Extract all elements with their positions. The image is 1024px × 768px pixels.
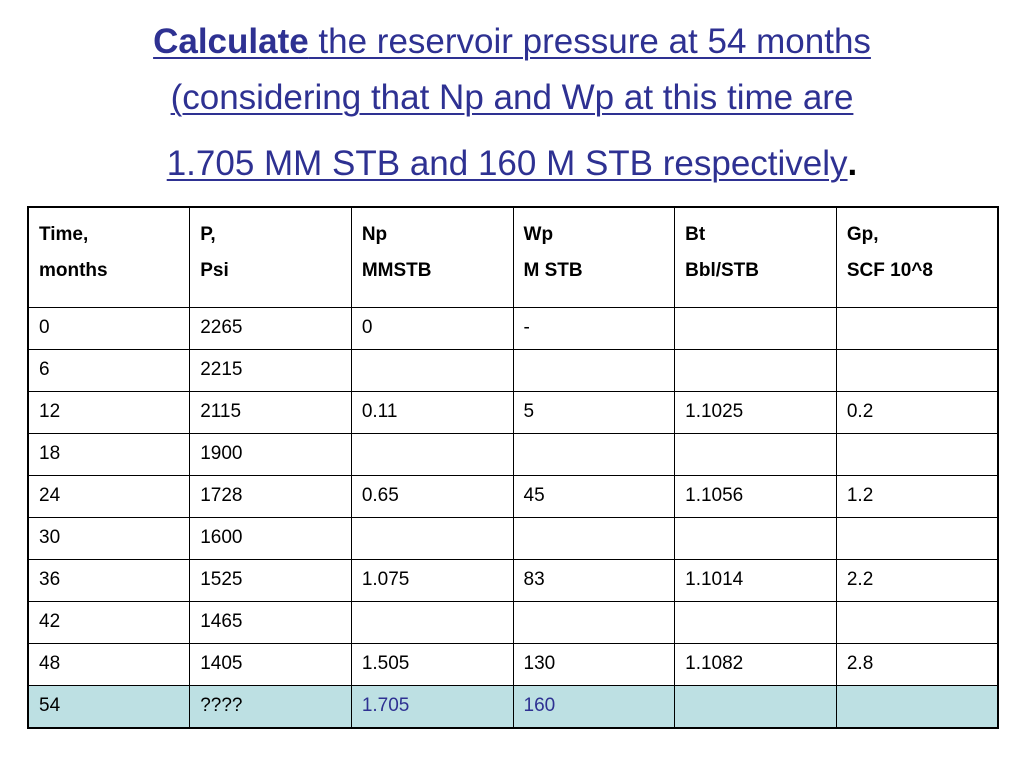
title-line-2: (considering that Np and Wp at this time… (40, 70, 984, 126)
title-line-1-text: the reservoir pressure at 54 months (308, 22, 871, 61)
header-gp-line2: SCF 10^8 (846, 260, 933, 281)
table-row: 6 2215 (27, 348, 999, 392)
table-cell: 130 (512, 642, 676, 686)
table-cell: 54 (27, 684, 191, 728)
table-cell: 1728 (189, 474, 352, 518)
highlighted-table-row: 54 ???? 1.705 160 (27, 684, 999, 728)
table-cell (835, 684, 999, 728)
table-cell: 6 (27, 348, 191, 392)
table-cell (350, 600, 514, 644)
table-cell (512, 432, 676, 476)
title-line-3-text: 1.705 MM STB and 160 M STB respectively (166, 144, 848, 183)
table-cell: 1405 (189, 642, 352, 686)
table-cell: - (512, 306, 676, 350)
table-cell: 2215 (189, 348, 352, 392)
title-line-2-text: (considering that Np and Wp at this time… (170, 78, 854, 117)
table-cell: 1.705 (350, 684, 514, 728)
table-row: 18 1900 (27, 432, 999, 476)
table-cell (674, 600, 837, 644)
table-cell (835, 432, 999, 476)
title-bold-word: Calculate (153, 22, 309, 61)
table-cell: 18 (27, 432, 191, 476)
table-cell (674, 684, 837, 728)
table-cell (512, 516, 676, 560)
table-cell (350, 516, 514, 560)
header-pressure: P, Psi (189, 206, 352, 308)
table-cell (674, 306, 837, 350)
table-cell: 1.1014 (674, 558, 837, 602)
table-cell: 2265 (189, 306, 352, 350)
title-period: . (847, 144, 858, 183)
header-bt-line1: Bt (685, 224, 706, 245)
table-cell (835, 516, 999, 560)
table-cell: 42 (27, 600, 191, 644)
table-cell: ???? (189, 684, 352, 728)
table-cell: 1465 (189, 600, 352, 644)
header-wp-line2: M STB (523, 260, 583, 281)
header-bt: Bt Bbl/STB (674, 206, 837, 308)
header-time: Time, months (27, 206, 191, 308)
header-np-line2: MMSTB (361, 260, 432, 281)
table-cell (835, 600, 999, 644)
table-row: 0 2265 0 - (27, 306, 999, 350)
table-cell (350, 348, 514, 392)
header-time-line1: Time, (39, 224, 89, 245)
header-gp-line1: Gp, (846, 224, 879, 245)
table-cell (512, 348, 676, 392)
table-cell: 1.1025 (674, 390, 837, 434)
table-cell: 1.2 (835, 474, 999, 518)
table-cell: 0 (27, 306, 191, 350)
table-cell (835, 306, 999, 350)
header-np-line1: Np (361, 224, 388, 245)
table-cell: 1.1056 (674, 474, 837, 518)
table-cell: 1525 (189, 558, 352, 602)
table-cell: 1.1082 (674, 642, 837, 686)
table-row: 42 1465 (27, 600, 999, 644)
table-row: 24 1728 0.65 45 1.1056 1.2 (27, 474, 999, 518)
header-wp-line1: Wp (523, 224, 554, 245)
production-data-table: Time, months P, Psi Np MMSTB Wp M STB Bt Bbl/… (27, 206, 999, 729)
table-cell: 0.65 (350, 474, 514, 518)
table-row: 30 1600 (27, 516, 999, 560)
table-row: 36 1525 1.075 83 1.1014 2.2 (27, 558, 999, 602)
table-cell: 1600 (189, 516, 352, 560)
table-cell (835, 348, 999, 392)
table-cell (674, 348, 837, 392)
table-cell: 1.075 (350, 558, 514, 602)
header-wp: Wp M STB (512, 206, 676, 308)
table-cell: 24 (27, 474, 191, 518)
title-line-3: 1.705 MM STB and 160 M STB respectively. (40, 136, 984, 192)
table-cell (512, 600, 676, 644)
table-cell: 12 (27, 390, 191, 434)
table-cell: 30 (27, 516, 191, 560)
table-cell: 2.8 (835, 642, 999, 686)
header-gp: Gp, SCF 10^8 (835, 206, 999, 308)
table-cell: 1.505 (350, 642, 514, 686)
table-cell: 45 (512, 474, 676, 518)
table-cell (674, 432, 837, 476)
table-cell: 5 (512, 390, 676, 434)
table-cell: 1900 (189, 432, 352, 476)
table-cell: 0.11 (350, 390, 514, 434)
slide-title: Calculate the reservoir pressure at 54 m… (40, 14, 984, 192)
table-cell: 2.2 (835, 558, 999, 602)
table-cell: 48 (27, 642, 191, 686)
table-row: 48 1405 1.505 130 1.1082 2.8 (27, 642, 999, 686)
table-header-row: Time, months P, Psi Np MMSTB Wp M STB Bt Bbl/… (27, 206, 999, 308)
table-cell (350, 432, 514, 476)
table-cell: 160 (512, 684, 676, 728)
header-np: Np MMSTB (350, 206, 514, 308)
header-pressure-line2: Psi (200, 260, 229, 281)
header-pressure-line1: P, (200, 224, 216, 245)
title-line-1: Calculate the reservoir pressure at 54 m… (40, 14, 984, 70)
table-row: 12 2115 0.11 5 1.1025 0.2 (27, 390, 999, 434)
table-cell: 2115 (189, 390, 352, 434)
table-cell: 83 (512, 558, 676, 602)
header-time-line2: months (39, 260, 108, 281)
table-cell: 36 (27, 558, 191, 602)
table-cell: 0.2 (835, 390, 999, 434)
table-cell: 0 (350, 306, 514, 350)
header-bt-line2: Bbl/STB (685, 260, 760, 281)
table-cell (674, 516, 837, 560)
